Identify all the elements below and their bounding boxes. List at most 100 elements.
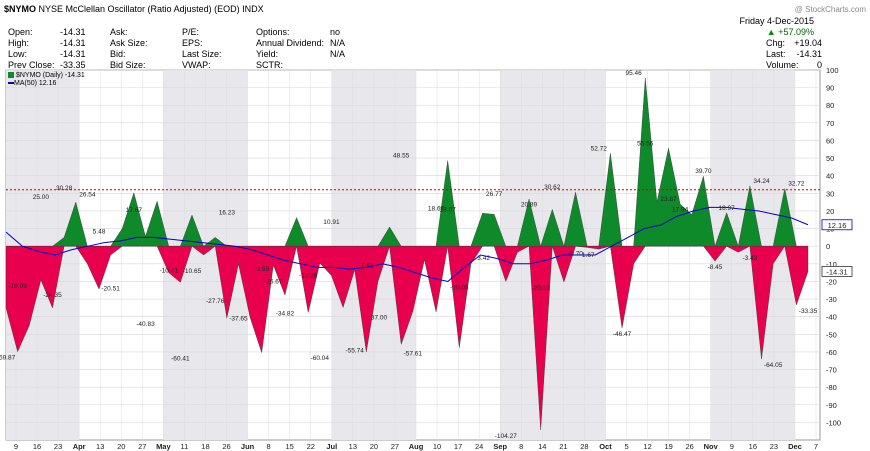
stats-col-4: Options: Annual Dividend: Yield: SCTR: bbox=[256, 27, 324, 71]
y-tick-label: 60 bbox=[826, 136, 834, 145]
x-tick-label: 23 bbox=[54, 442, 62, 451]
y-tick-label: -60 bbox=[826, 348, 837, 357]
data-label: -20.31 bbox=[531, 285, 550, 292]
stat-value: no bbox=[330, 27, 341, 37]
data-label: 17.94 bbox=[672, 207, 689, 214]
data-label: -8.45 bbox=[708, 264, 723, 271]
last-label: Last: bbox=[766, 49, 786, 59]
y-tick-label: -30 bbox=[826, 295, 837, 304]
x-tick-label: May bbox=[156, 442, 171, 451]
data-label: -37.65 bbox=[229, 316, 248, 323]
data-label: -60.41 bbox=[171, 356, 190, 363]
data-label: -1.67 bbox=[580, 252, 595, 259]
data-label: 39.70 bbox=[695, 168, 712, 175]
stat-value: N/A bbox=[330, 38, 346, 48]
stat-label: Options: bbox=[256, 27, 290, 37]
x-tick-label: 26 bbox=[686, 442, 694, 451]
data-label: -55.74 bbox=[345, 347, 364, 354]
y-tick-label: 90 bbox=[826, 84, 834, 93]
x-tick-label: 11 bbox=[181, 442, 189, 451]
stat-value: -14.31 bbox=[60, 38, 86, 48]
data-label: -24.35 bbox=[43, 292, 62, 299]
x-tick-label: 20 bbox=[117, 442, 125, 451]
negative-area bbox=[5, 245, 809, 430]
y-tick-label: 20 bbox=[826, 207, 834, 216]
volume-label: Volume: bbox=[766, 60, 799, 70]
stat-value: -14.31 bbox=[60, 27, 86, 37]
y-tick-label: -90 bbox=[826, 401, 837, 410]
x-tick-label: 9 bbox=[730, 442, 734, 451]
stat-label: Bid: bbox=[110, 49, 126, 59]
data-label: -27.76 bbox=[206, 298, 225, 305]
y-tick-label: -50 bbox=[826, 330, 837, 339]
x-tick-label: Sep bbox=[493, 442, 507, 451]
x-tick-label: 7 bbox=[814, 442, 818, 451]
x-tick-label: 23 bbox=[770, 442, 778, 451]
x-tick-label: Dec bbox=[788, 442, 802, 451]
x-tick-label: 15 bbox=[286, 442, 294, 451]
x-tick-label: Aug bbox=[409, 442, 424, 451]
x-tick-label: 9 bbox=[14, 442, 18, 451]
x-tick-label: 8 bbox=[267, 442, 271, 451]
x-tick-label: 20 bbox=[370, 442, 378, 451]
data-label: 26.77 bbox=[486, 191, 503, 198]
legend-line-swatch bbox=[8, 82, 14, 85]
data-label: 18.07 bbox=[440, 206, 457, 213]
data-label: -64.05 bbox=[764, 362, 783, 369]
legend-ma: MA(50) 12.16 bbox=[8, 80, 85, 88]
up-arrow-icon: ▲ bbox=[766, 27, 776, 37]
data-label: -37.00 bbox=[369, 314, 388, 321]
stat-label: Last Size: bbox=[182, 49, 222, 59]
y-tick-label: 30 bbox=[826, 189, 834, 198]
x-tick-label: 24 bbox=[475, 442, 483, 451]
data-label: 52.72 bbox=[591, 145, 608, 152]
stat-label: P/E: bbox=[182, 27, 200, 37]
stat-label: Annual Dividend: bbox=[256, 38, 325, 48]
x-tick-label: 27 bbox=[391, 442, 399, 451]
stat-label: VWAP: bbox=[182, 60, 211, 70]
x-tick-label: 26 bbox=[222, 442, 230, 451]
data-label: 17.67 bbox=[126, 207, 143, 214]
data-label: 30.62 bbox=[544, 184, 561, 191]
stat-label: Bid Size: bbox=[110, 60, 146, 70]
data-label: 32.72 bbox=[788, 181, 805, 188]
data-label: -57.61 bbox=[404, 351, 423, 358]
legend-series-label: $NYMO (Daily) -14.31 bbox=[15, 72, 85, 79]
x-tick-label: 8 bbox=[519, 442, 523, 451]
x-tick-label: 14 bbox=[538, 442, 546, 451]
y-tick-label: 70 bbox=[826, 119, 834, 128]
data-label: 16.23 bbox=[219, 210, 236, 217]
legend-ma-label: MA(50) 12.16 bbox=[14, 80, 57, 87]
chg-value: +19.04 bbox=[794, 38, 822, 48]
data-label: -34.82 bbox=[276, 311, 295, 318]
date-text: Friday 4-Dec-2015 bbox=[739, 16, 814, 26]
x-tick-label: 28 bbox=[580, 442, 588, 451]
data-label: 48.55 bbox=[393, 153, 410, 160]
data-label: 18.97 bbox=[718, 205, 735, 212]
watermark: @ StockCharts.com bbox=[794, 5, 866, 14]
last-value: -14.31 bbox=[796, 49, 822, 59]
data-label: -10.41 bbox=[160, 268, 179, 275]
ma-line bbox=[5, 206, 809, 282]
y-tick-label: -20 bbox=[826, 277, 837, 286]
stat-value: -14.31 bbox=[60, 49, 86, 59]
x-tick-label: Oct bbox=[599, 442, 612, 451]
data-label: -10.65 bbox=[183, 268, 202, 275]
y-tick-label: 80 bbox=[826, 101, 834, 110]
stat-label: Ask Size: bbox=[110, 38, 148, 48]
y-tick-label: -100 bbox=[826, 418, 841, 427]
legend-series: $NYMO (Daily) -14.31 bbox=[8, 72, 85, 80]
stats-col-2: Ask: Ask Size: Bid: Bid Size: bbox=[110, 27, 148, 71]
stat-label: SCTR: bbox=[256, 60, 283, 70]
x-tick-label: 13 bbox=[349, 442, 357, 451]
data-label: -20.05 bbox=[450, 285, 469, 292]
x-tick-label: 10 bbox=[433, 442, 441, 451]
stat-label: Low: bbox=[8, 49, 28, 59]
stats-col-4-values: no N/A N/A bbox=[330, 27, 345, 60]
stat-label: Prev Close: bbox=[8, 60, 55, 70]
y-tick-label: 100 bbox=[826, 66, 839, 75]
data-label: 55.56 bbox=[637, 140, 654, 147]
x-tick-label: 16 bbox=[749, 442, 757, 451]
